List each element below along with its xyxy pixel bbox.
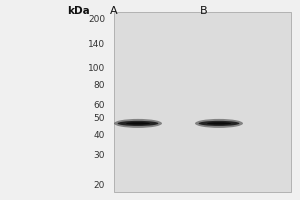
Text: kDa: kDa [67, 6, 90, 16]
Ellipse shape [118, 121, 158, 126]
Ellipse shape [126, 122, 150, 125]
Text: 60: 60 [94, 101, 105, 110]
Text: 50: 50 [94, 114, 105, 123]
Text: 100: 100 [88, 64, 105, 73]
Ellipse shape [195, 119, 243, 128]
Ellipse shape [207, 122, 231, 125]
Ellipse shape [199, 121, 239, 126]
Text: 20: 20 [94, 180, 105, 190]
Text: 40: 40 [94, 131, 105, 140]
Text: 30: 30 [94, 151, 105, 160]
Text: B: B [200, 6, 208, 16]
Text: 140: 140 [88, 40, 105, 49]
Text: 200: 200 [88, 15, 105, 24]
Ellipse shape [114, 119, 162, 128]
Text: A: A [110, 6, 118, 16]
Text: 80: 80 [94, 81, 105, 90]
FancyBboxPatch shape [114, 12, 291, 192]
